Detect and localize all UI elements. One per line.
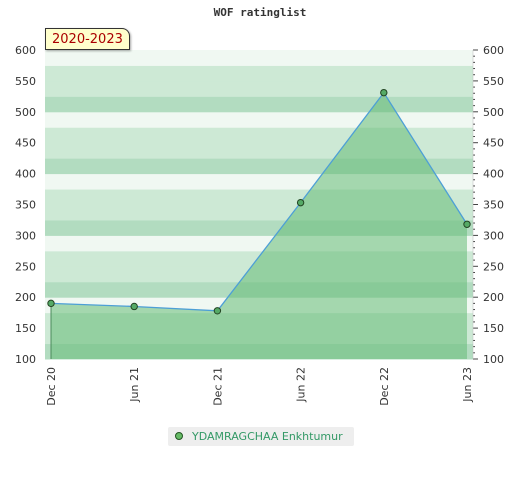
y-tick-label-left: 150 <box>15 322 36 335</box>
y-tick-label-right: 550 <box>483 75 504 88</box>
grid-band <box>45 111 473 128</box>
data-point <box>47 299 55 308</box>
legend-marker <box>175 432 183 440</box>
series-area <box>51 92 467 359</box>
chart-title: WOF ratinglist <box>213 6 307 19</box>
y-tick-label-right: 100 <box>483 353 504 366</box>
legend[interactable]: YDAMRAGCHAA Enkhtumur <box>168 427 354 446</box>
x-tick-label: Dec 20 <box>45 367 58 406</box>
y-tick-label-right: 150 <box>483 322 504 335</box>
x-tick-label: Jun 22 <box>295 367 308 403</box>
y-tick-label-left: 550 <box>15 75 36 88</box>
x-tick-label: Dec 22 <box>378 367 391 406</box>
y-tick-label-right: 450 <box>483 137 504 150</box>
x-tick-label: Jun 21 <box>128 367 141 403</box>
y-tick-label-left: 400 <box>15 168 36 181</box>
y-tick-label-right: 250 <box>483 260 504 273</box>
series-line <box>50 91 468 312</box>
y-tick-label-right: 400 <box>483 168 504 181</box>
y-tick-label-left: 350 <box>15 199 36 212</box>
grid-band <box>45 50 473 66</box>
data-point <box>380 88 388 97</box>
legend-label: YDAMRAGCHAA Enkhtumur <box>192 430 343 443</box>
grid-band <box>45 80 473 97</box>
data-point <box>213 307 222 315</box>
data-point <box>463 220 471 228</box>
data-point <box>130 302 138 311</box>
y-tick-label-left: 600 <box>15 44 36 57</box>
grid-band <box>45 96 473 113</box>
y-tick-label-left: 500 <box>15 106 36 119</box>
y-tick-label-left: 250 <box>15 260 36 273</box>
x-tick-label: Jun 23 <box>461 367 474 403</box>
period-badge: 2020-2023 <box>45 28 130 50</box>
y-tick-label-left: 300 <box>15 229 36 242</box>
y-tick-label-right: 300 <box>483 229 504 242</box>
x-tick-label: Dec 21 <box>211 367 224 406</box>
y-tick-label-left: 100 <box>15 353 36 366</box>
y-tick-label-right: 350 <box>483 199 504 212</box>
grid-band <box>45 65 473 82</box>
y-tick-label-left: 200 <box>15 291 36 304</box>
y-tick-label-right: 500 <box>483 106 504 119</box>
data-point <box>296 198 305 207</box>
y-tick-label-left: 450 <box>15 137 36 150</box>
y-tick-label-right: 200 <box>483 291 504 304</box>
y-tick-label-right: 600 <box>483 44 504 57</box>
